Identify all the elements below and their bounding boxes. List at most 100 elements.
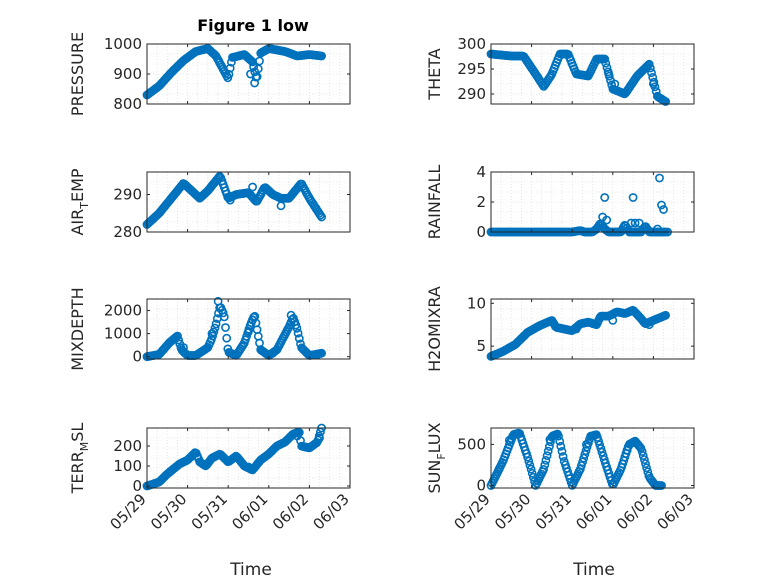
data-point <box>248 182 257 192</box>
data-point <box>225 195 235 205</box>
data-point <box>526 464 536 474</box>
y-axis-label-subscript: M <box>78 442 91 452</box>
y-axis-label-subscript: T <box>78 202 91 210</box>
x-tick-label: 05/31 <box>188 490 231 533</box>
data-point <box>525 460 535 470</box>
y-tick-label: 0 <box>132 477 142 495</box>
y-axis-label-main: RAINFALL <box>425 165 444 240</box>
data-point <box>555 436 565 446</box>
data-point <box>246 69 255 79</box>
data-point <box>244 462 253 472</box>
data-point <box>245 55 255 65</box>
y-tick-label: 4 <box>476 163 486 181</box>
data-point <box>268 348 278 358</box>
x-tick-label: 06/03 <box>310 490 353 533</box>
data-point <box>276 201 286 211</box>
y-tick-label: 290 <box>113 186 142 204</box>
data-point <box>628 193 638 202</box>
data-point <box>218 308 228 318</box>
data-point <box>215 171 224 181</box>
y-axis-label: TERRMSL <box>68 423 91 495</box>
data-point <box>317 51 326 61</box>
data-point <box>179 343 188 352</box>
data-point <box>558 452 568 461</box>
y-axis-label: THETA <box>425 48 444 100</box>
y-axis-label: MIXDEPTH <box>68 287 87 370</box>
data-point <box>540 460 550 470</box>
x-tick-label: 05/29 <box>107 490 150 533</box>
y-tick-label: 2000 <box>104 302 142 320</box>
y-axis-label-main: THETA <box>425 48 444 100</box>
data-point <box>213 296 223 306</box>
data-point <box>207 329 217 338</box>
data-point <box>292 323 302 333</box>
y-tick-label: 290 <box>457 85 486 103</box>
data-point <box>315 433 324 443</box>
data-point <box>225 63 235 73</box>
data-point <box>571 324 581 334</box>
data-point <box>292 431 302 441</box>
data-point <box>244 326 253 336</box>
data-point <box>580 449 590 459</box>
x-tick-label: 06/03 <box>654 490 697 533</box>
data-point <box>248 315 257 325</box>
subplot-pressure: 800 900 1000 PRESSURE <box>68 32 351 116</box>
data-point <box>249 62 258 72</box>
x-axis-label-left: Time <box>229 560 272 580</box>
data-point <box>173 331 182 341</box>
axes-box <box>490 427 695 489</box>
y-axis-label-main: AIR <box>68 209 87 236</box>
data-point <box>641 459 650 469</box>
y-axis-label-rest: EMP <box>68 168 87 202</box>
data-point <box>317 212 326 222</box>
data-point <box>222 333 232 343</box>
data-point <box>661 310 670 320</box>
data-point <box>602 215 612 225</box>
data-point <box>494 464 504 474</box>
data-point <box>294 334 304 343</box>
subplot-air-temp: 280 290 AIRTEMP <box>68 168 351 241</box>
y-tick-label: 0 <box>476 477 486 495</box>
x-tick-label: 06/02 <box>269 490 312 533</box>
x-axis-label-right: Time <box>572 560 615 580</box>
data-point <box>659 205 668 214</box>
data-point <box>219 312 229 322</box>
y-tick-label: 800 <box>113 95 142 113</box>
y-tick-label: 900 <box>113 65 142 83</box>
y-axis-label-main: SUN <box>425 460 444 494</box>
data-point <box>577 461 586 470</box>
data-point <box>594 436 603 446</box>
data-point <box>286 310 296 320</box>
y-tick-label: 100 <box>113 457 142 475</box>
data-point <box>657 481 666 490</box>
data-point <box>601 58 611 68</box>
y-tick-label: 2 <box>476 193 486 211</box>
axes-box <box>490 43 695 105</box>
data-point <box>593 432 602 442</box>
data-point <box>174 335 183 345</box>
y-tick-label: 200 <box>113 437 142 455</box>
data-point <box>209 327 219 337</box>
data-point <box>221 323 230 332</box>
data-point <box>317 348 326 358</box>
y-tick-label: 1000 <box>104 35 142 53</box>
axes-box <box>146 427 351 489</box>
data-point <box>524 456 534 466</box>
data-point <box>527 468 537 478</box>
x-tick-label: 05/30 <box>491 490 534 533</box>
data-point <box>644 59 654 69</box>
data-point <box>211 319 221 329</box>
y-axis-label: PRESSURE <box>68 32 87 116</box>
x-tick-label: 06/01 <box>572 490 615 533</box>
x-tick-label: 05/29 <box>451 490 494 533</box>
data-point <box>595 440 605 450</box>
data-point <box>630 218 640 228</box>
y-tick-label: 5 <box>476 337 486 355</box>
data-point <box>634 218 644 228</box>
data-point <box>597 447 607 457</box>
data-point <box>649 79 658 89</box>
data-point <box>626 218 636 228</box>
data-point <box>556 441 566 451</box>
